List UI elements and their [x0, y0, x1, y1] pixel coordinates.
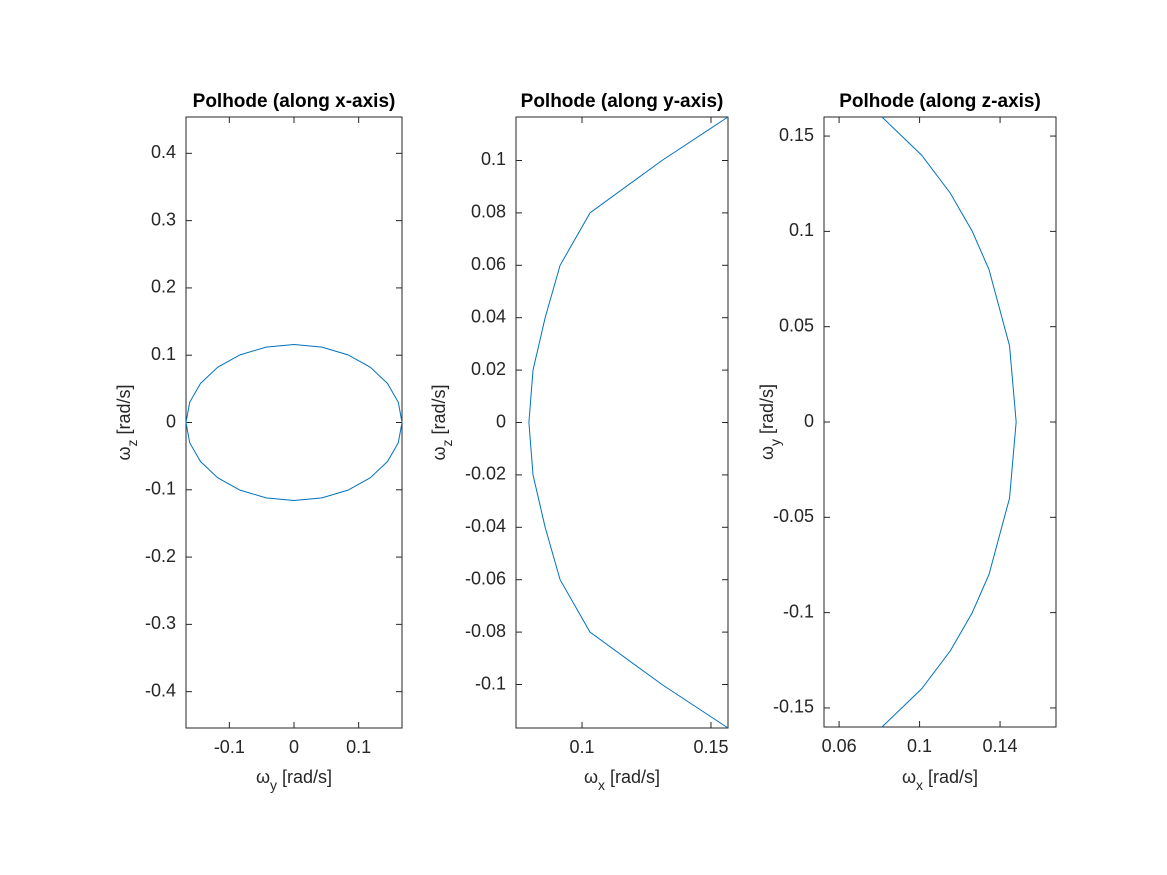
y-tick-label: 0 — [166, 411, 176, 431]
subplot-title: Polhode (along z-axis) — [839, 91, 1041, 112]
y-tick-label: 0.08 — [471, 202, 506, 222]
y-tick-label: 0.15 — [779, 125, 814, 145]
axis-symbol: ω — [757, 446, 777, 460]
y-tick-label: -0.05 — [773, 506, 814, 526]
axis-unit: [rad/s] — [429, 384, 449, 434]
y-tick-label: 0.2 — [151, 277, 176, 297]
axis-unit: [rad/s] — [610, 767, 660, 787]
y-tick-label: 0.1 — [481, 149, 506, 169]
y-tick-label: 0.3 — [151, 209, 176, 229]
subplot-title: Polhode (along x-axis) — [193, 91, 396, 112]
axes-frame — [823, 116, 1057, 728]
x-axis-label: ωy [rad/s] — [256, 767, 332, 793]
polhode-curve — [881, 116, 1017, 728]
axis-subscript: z — [124, 439, 140, 446]
x-tick-label: -0.1 — [214, 737, 245, 757]
axis-unit: [rad/s] — [282, 767, 332, 787]
polhode-curve — [528, 116, 729, 729]
y-axis-label: ωz [rad/s] — [429, 384, 455, 460]
y-tick-label: 0.02 — [471, 359, 506, 379]
x-tick-label: 0.15 — [693, 737, 728, 757]
y-tick-label: -0.15 — [773, 697, 814, 717]
axes-frame — [515, 116, 729, 729]
axis-subscript: x — [598, 777, 605, 793]
x-tick-label: 0 — [289, 737, 299, 757]
y-tick-label: 0 — [496, 411, 506, 431]
y-tick-label: 0.1 — [789, 220, 814, 240]
axes-frame — [185, 116, 403, 729]
y-tick-label: -0.04 — [465, 516, 506, 536]
polhode-curve — [185, 343, 403, 502]
axis-subscript: z — [439, 439, 455, 446]
axis-symbol: ω — [902, 767, 916, 787]
y-tick-label: -0.08 — [465, 621, 506, 641]
y-tick-label: -0.1 — [475, 673, 506, 693]
axis-subscript: x — [916, 777, 923, 793]
x-tick-label: 0.14 — [983, 736, 1018, 756]
y-tick-label: -0.2 — [145, 546, 176, 566]
axis-subscript: y — [767, 439, 783, 446]
y-tick-label: 0.04 — [471, 306, 506, 326]
y-tick-label: -0.1 — [145, 479, 176, 499]
y-tick-label: -0.1 — [783, 601, 814, 621]
axis-symbol: ω — [429, 446, 449, 460]
axis-unit: [rad/s] — [757, 384, 777, 434]
y-axis-label: ωz [rad/s] — [114, 384, 140, 460]
x-axis-label: ωx [rad/s] — [902, 767, 978, 793]
x-tick-label: 0.1 — [907, 736, 932, 756]
axis-subscript: y — [270, 777, 277, 793]
y-tick-label: -0.3 — [145, 613, 176, 633]
axis-unit: [rad/s] — [114, 384, 134, 434]
axis-symbol: ω — [584, 767, 598, 787]
y-tick-label: 0.06 — [471, 254, 506, 274]
subplot: -0.1 0 0.1 -0.4 -0.3 -0.2 -0.1 0 0.1 0.2 0.3 0.4 Pol… — [114, 91, 403, 793]
x-axis-label: ωx [rad/s] — [584, 767, 660, 793]
y-tick-label: -0.4 — [145, 680, 176, 700]
axis-unit: [rad/s] — [928, 767, 978, 787]
axis-symbol: ω — [256, 767, 270, 787]
y-tick-label: -0.06 — [465, 568, 506, 588]
x-tick-label: 0.1 — [570, 737, 595, 757]
y-tick-label: 0.4 — [151, 142, 176, 162]
y-tick-label: 0.05 — [779, 315, 814, 335]
y-axis-label: ωy [rad/s] — [757, 384, 783, 460]
subplot-title: Polhode (along y-axis) — [521, 91, 724, 112]
subplot: 0.1 0.15 -0.1 -0.08 -0.06 -0.04 -0.02 0 0.02 0.04… — [429, 91, 729, 793]
subplot: 0.06 0.1 0.14 -0.15 -0.1 -0.05 0 0.05 0.1 0.15 Pol… — [757, 91, 1057, 793]
x-tick-label: 0.06 — [822, 736, 857, 756]
y-tick-label: 0.1 — [151, 344, 176, 364]
x-tick-label: 0.1 — [346, 737, 371, 757]
y-tick-label: 0 — [804, 411, 814, 431]
y-tick-label: -0.02 — [465, 464, 506, 484]
axis-symbol: ω — [114, 446, 134, 460]
